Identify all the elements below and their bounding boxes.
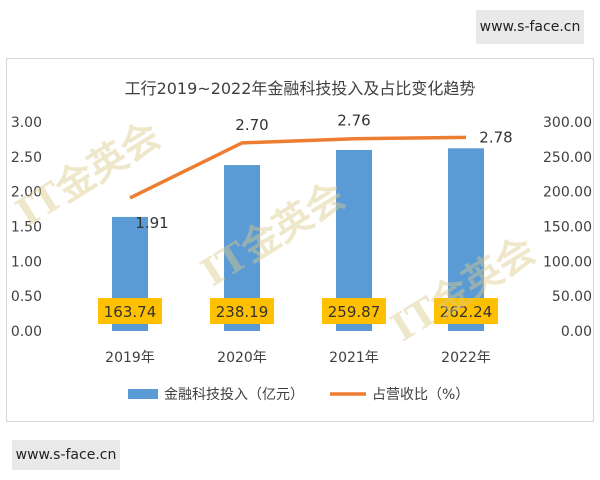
x-tick-label: 2019年 <box>105 350 155 366</box>
line-value-label: 1.91 <box>135 214 168 232</box>
left-tick-label: 2.00 <box>11 185 42 201</box>
bar-value-label: 238.19 <box>216 303 269 321</box>
chart-title: 工行2019~2022年金融科技投入及占比变化趋势 <box>125 79 476 98</box>
watermark-text: IT金英会 <box>193 172 353 295</box>
line-series: 1.91 2.70 2.76 2.78 <box>129 112 513 232</box>
x-axis: 2019年 2020年 2021年 2022年 <box>105 350 491 366</box>
right-tick-label: 200.00 <box>543 185 592 201</box>
legend-label-line: 占营收比（%） <box>372 387 469 403</box>
left-tick-label: 3.00 <box>11 115 42 131</box>
bar-value-label: 259.87 <box>328 303 381 321</box>
left-tick-label: 1.00 <box>11 254 42 270</box>
bar-label-box <box>322 298 386 324</box>
right-tick-label: 250.00 <box>543 150 592 166</box>
x-tick-label: 2021年 <box>329 350 379 366</box>
x-tick-label: 2022年 <box>441 350 491 366</box>
bar-value-label: 262.24 <box>440 303 493 321</box>
bar-label-box <box>210 298 274 324</box>
line-value-label: 2.78 <box>479 128 512 146</box>
right-tick-label: 50.00 <box>552 289 592 305</box>
bar-value-label: 163.74 <box>104 303 157 321</box>
right-axis: 0.00 50.00 100.00 150.00 200.00 250.00 300.00 <box>543 115 592 340</box>
x-tick-label: 2020年 <box>217 350 267 366</box>
site-watermark-top: www.s-face.cn <box>476 10 584 44</box>
left-tick-label: 1.50 <box>11 220 42 236</box>
line-value-label: 2.70 <box>235 116 268 134</box>
line-value-label: 2.76 <box>337 112 370 130</box>
legend-label-bar: 金融科技投入（亿元） <box>164 387 304 403</box>
bar-label-box <box>434 298 498 324</box>
bar-label-box <box>98 298 162 324</box>
line-path <box>129 135 467 200</box>
right-tick-label: 0.00 <box>561 324 592 340</box>
right-tick-label: 300.00 <box>543 115 592 131</box>
left-tick-label: 0.00 <box>11 324 42 340</box>
left-tick-label: 2.50 <box>11 150 42 166</box>
legend-swatch-bar <box>128 389 158 399</box>
right-tick-label: 100.00 <box>543 254 592 270</box>
bar-series: 163.74 238.19 259.87 262.24 <box>98 148 498 331</box>
legend: 金融科技投入（亿元） 占营收比（%） <box>128 387 469 403</box>
left-tick-label: 0.50 <box>11 289 42 305</box>
left-axis: 0.00 0.50 1.00 1.50 2.00 2.50 3.00 <box>11 115 42 340</box>
chart-frame <box>6 58 594 422</box>
right-tick-label: 150.00 <box>543 220 592 236</box>
site-watermark-bottom: www.s-face.cn <box>12 440 120 470</box>
